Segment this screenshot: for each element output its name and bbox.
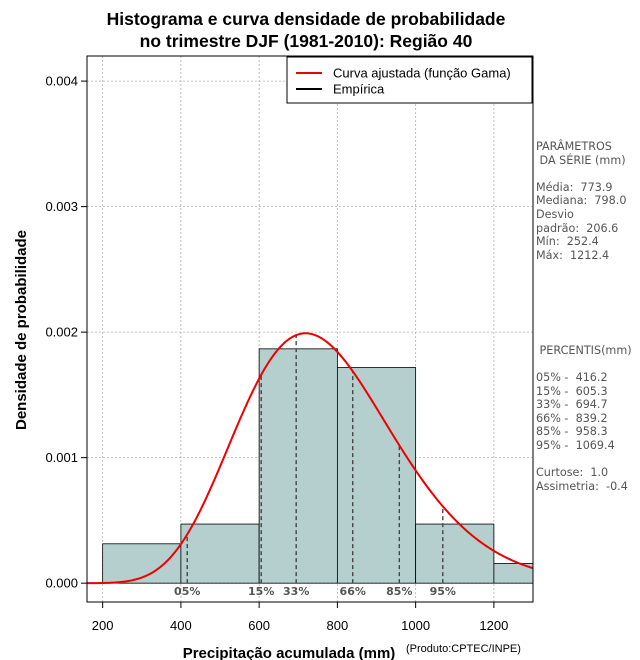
percentile-05: 05% - 416.2	[536, 371, 608, 385]
stat-assimetria: Assimetria: -0.4	[536, 479, 628, 493]
stat-max: Máx: 1212.4	[536, 248, 610, 262]
percentile-15: 15% - 605.3	[536, 384, 608, 398]
params-title: PARÂMETROS	[536, 140, 612, 153]
histogram-bar	[336, 367, 417, 584]
stat-min: Mín: 252.4	[536, 235, 599, 249]
gamma-fit-curve	[87, 332, 533, 585]
stat-curtose: Curtose: 1.0	[536, 466, 609, 480]
histogram-bar	[180, 523, 260, 584]
x-axis-label: Precipitação acumulada (mm)	[183, 645, 396, 660]
y-tick-label: 0.001	[45, 450, 78, 465]
x-tick-label: 800	[327, 618, 349, 633]
legend-box	[286, 56, 533, 104]
grid-layer	[87, 56, 533, 602]
percentile-lines-layer: 05% 15% 33% 66% 85% 95%	[174, 335, 456, 598]
percentile-85: 85% - 958.3	[536, 425, 608, 439]
plot-frame	[86, 55, 534, 603]
histogram-bar	[258, 348, 338, 584]
series-parameters-panel: PARÂMETROS DA SÉRIE (mm) Média: 773.9 Me…	[536, 140, 632, 493]
params-title-unit: DA SÉRIE (mm)	[536, 153, 626, 167]
percentile-95: 95% - 1069.4	[536, 439, 615, 453]
y-tick-label: 0.002	[45, 325, 78, 340]
x-tick-label: 400	[170, 618, 192, 633]
bars-layer	[102, 348, 533, 584]
stat-mediana: Mediana: 798.0	[536, 194, 627, 208]
legend-label: Curva ajustada (função Gama)	[333, 66, 511, 81]
percentile-66: 66% - 839.2	[536, 411, 608, 425]
x-tick-label: 1200	[479, 618, 508, 633]
x-tick-label: 200	[92, 618, 114, 633]
y-tick-label: 0.003	[45, 199, 78, 214]
percentile-label: 05%	[174, 585, 200, 598]
stat-media: Média: 773.9	[536, 180, 613, 194]
curve-layer	[87, 332, 533, 585]
y-tick-label: 0.004	[45, 74, 78, 89]
percentile-label: 85%	[386, 585, 412, 598]
x-tick-label: 1000	[401, 618, 430, 633]
y-tick-label: 0.000	[45, 576, 78, 591]
axis-layer: 200 400 600 800 1000 1200 0.000 0.001 0.002 0.003…	[45, 74, 508, 633]
chart-title-line2: no trimestre DJF (1981-2010): Região 40	[140, 31, 473, 51]
x-axis-label-source: (Produto:CPTEC/INPE)	[406, 643, 521, 655]
legend: Curva ajustada (função Gama)Empírica	[286, 56, 533, 104]
chart-title-line1: Histograma e curva densidade de probabil…	[107, 9, 506, 29]
percentile-label: 66%	[340, 585, 366, 598]
x-tick-label: 600	[248, 618, 270, 633]
stat-desvio-padrao: padrão: 206.6	[536, 221, 619, 235]
legend-label: Empírica	[333, 82, 385, 97]
percentile-33: 33% - 694.7	[536, 398, 608, 412]
percentiles-title: PERCENTIS(mm)	[536, 343, 632, 357]
histogram-bar	[493, 563, 533, 584]
stat-desvio-label: Desvio	[536, 207, 574, 221]
percentile-label: 33%	[283, 585, 309, 598]
histogram-bar	[415, 523, 495, 584]
percentile-label: 95%	[430, 585, 456, 598]
percentile-label: 15%	[248, 585, 274, 598]
y-axis-label: Densidade de probabilidade	[13, 230, 30, 430]
